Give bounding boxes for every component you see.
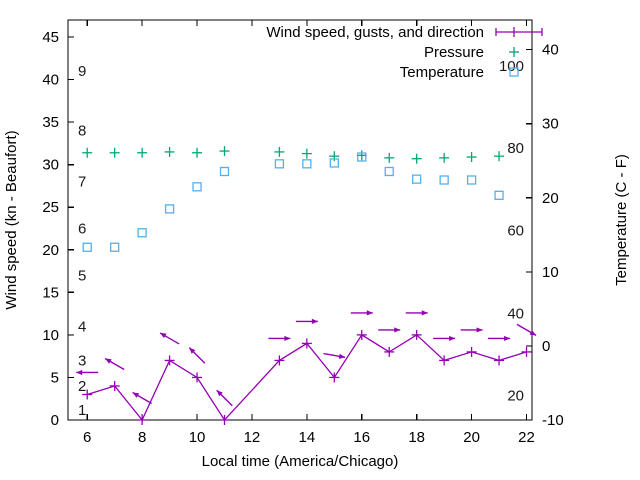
temperature-marker bbox=[439, 175, 449, 185]
beaufort-label: 2 bbox=[78, 378, 86, 395]
wind-direction-arrowhead bbox=[421, 310, 428, 316]
y2-tick-label: 0 bbox=[542, 338, 550, 355]
y2-tick-label: 30 bbox=[542, 116, 559, 133]
temperature-marker bbox=[466, 175, 477, 185]
x-tick-label: 8 bbox=[138, 429, 146, 446]
wind-direction-arrowhead bbox=[338, 353, 346, 359]
wind-direction-arrowhead bbox=[394, 327, 401, 333]
temperature-marker bbox=[329, 158, 339, 168]
plot-frame bbox=[67, 19, 533, 421]
x-tick-label: 10 bbox=[189, 429, 206, 446]
legend-label-2: Temperature bbox=[400, 64, 484, 81]
fahrenheit-label: 60 bbox=[507, 222, 524, 239]
temperature-marker bbox=[137, 228, 147, 238]
x-axis-title: Local time (America/Chicago) bbox=[202, 453, 399, 470]
wind-direction-arrowhead bbox=[132, 392, 140, 398]
y-axis-title: Wind speed (kn - Beaufort) bbox=[3, 130, 20, 309]
temperature-marker bbox=[357, 152, 367, 162]
wind-direction-arrowhead bbox=[105, 358, 112, 364]
x-tick-label: 6 bbox=[83, 429, 91, 446]
legend-marker-temperature bbox=[509, 67, 519, 77]
wind-direction-arrowhead bbox=[504, 335, 511, 342]
beaufort-label: 4 bbox=[78, 318, 86, 335]
y2-axis-title: Temperature (C - F) bbox=[613, 154, 630, 286]
y2-tick-label: 20 bbox=[542, 190, 559, 207]
temperature-marker bbox=[384, 166, 394, 177]
beaufort-label: 5 bbox=[78, 267, 86, 284]
beaufort-label: 3 bbox=[78, 352, 86, 369]
temperature-marker bbox=[494, 190, 504, 200]
x-tick-label: 20 bbox=[463, 429, 480, 446]
legend-label-1: Pressure bbox=[424, 44, 484, 61]
temperature-marker bbox=[164, 204, 175, 214]
x-tick-label: 18 bbox=[408, 429, 425, 446]
x-tick-label: 22 bbox=[518, 429, 535, 446]
y-tick-label: 25 bbox=[42, 199, 59, 216]
wind-direction-arrowhead bbox=[366, 310, 373, 316]
temperature-marker bbox=[274, 159, 285, 169]
y-tick-label: 5 bbox=[51, 369, 59, 386]
y2-tick-label: -10 bbox=[542, 412, 564, 429]
temperature-marker bbox=[302, 159, 312, 169]
wind-direction-arrowhead bbox=[284, 335, 291, 342]
y-tick-label: 45 bbox=[42, 29, 59, 46]
wind-direction-arrowhead bbox=[216, 390, 223, 397]
x-tick-label: 14 bbox=[299, 429, 316, 446]
wind-direction-arrowhead bbox=[449, 335, 456, 342]
temperature-marker bbox=[110, 242, 120, 252]
temperature-marker bbox=[219, 166, 230, 177]
wind-direction-arrowhead bbox=[529, 330, 537, 336]
x-tick-label: 16 bbox=[353, 429, 370, 446]
wind-direction-arrowhead bbox=[311, 318, 318, 325]
fahrenheit-label: 20 bbox=[507, 388, 524, 405]
wind-direction-arrowhead bbox=[189, 347, 196, 354]
fahrenheit-label: 80 bbox=[507, 140, 524, 157]
wind-speed-line bbox=[87, 334, 527, 422]
y-tick-label: 10 bbox=[42, 327, 59, 344]
wind-direction-arrowhead bbox=[160, 332, 167, 339]
y-tick-label: 30 bbox=[42, 157, 59, 174]
temperature-marker bbox=[192, 182, 202, 192]
beaufort-label: 7 bbox=[78, 174, 86, 191]
x-tick-label: 12 bbox=[244, 429, 261, 446]
wind-direction-arrowhead bbox=[76, 369, 83, 376]
y-tick-label: 0 bbox=[51, 412, 59, 429]
temperature-marker bbox=[82, 242, 92, 252]
y2-tick-label: 10 bbox=[542, 264, 559, 281]
fahrenheit-label: 100 bbox=[499, 58, 524, 75]
beaufort-label: 6 bbox=[78, 221, 86, 238]
fahrenheit-label: 40 bbox=[507, 305, 524, 322]
beaufort-label: 9 bbox=[78, 63, 86, 80]
y2-tick-label: 40 bbox=[542, 42, 559, 59]
legend-label-0: Wind speed, gusts, and direction bbox=[266, 24, 484, 41]
y-tick-label: 35 bbox=[42, 114, 59, 131]
y-tick-label: 40 bbox=[42, 72, 59, 89]
y-tick-label: 15 bbox=[42, 284, 59, 301]
wind-direction-arrowhead bbox=[476, 327, 483, 333]
y-tick-label: 20 bbox=[42, 242, 59, 259]
beaufort-label: 1 bbox=[78, 402, 86, 419]
temperature-marker bbox=[412, 174, 422, 184]
beaufort-label: 8 bbox=[78, 123, 86, 140]
